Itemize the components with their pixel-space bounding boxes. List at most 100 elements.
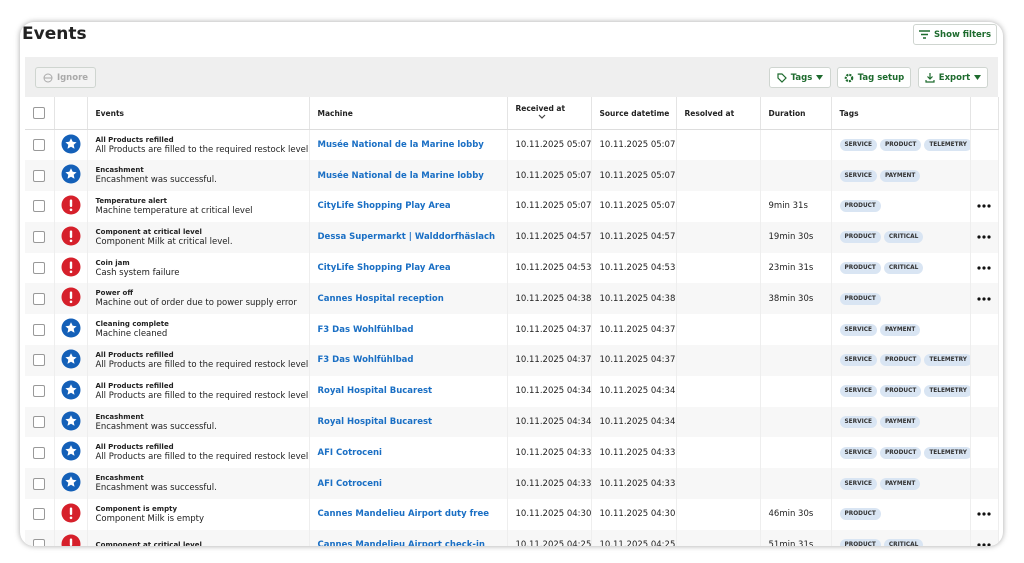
show-filters-label: Show filters bbox=[933, 29, 992, 40]
dot bbox=[976, 235, 981, 239]
event-title: Cleaning complete bbox=[95, 320, 169, 329]
event-row[interactable]: Encashment Encashment was successful. Roya… bbox=[25, 406, 999, 438]
column-header[interactable]: Source datetime bbox=[591, 97, 677, 130]
row-checkbox[interactable] bbox=[33, 477, 45, 490]
header-row: Events Machine Received at Source datetime R… bbox=[25, 97, 999, 130]
tag-setup-button[interactable]: Tag setup bbox=[837, 67, 911, 88]
cell bbox=[676, 191, 761, 222]
cell: SERVICE PRODUCT TELEMETRY bbox=[831, 129, 971, 161]
machine-link[interactable]: F3 Das Wohlfühlbad bbox=[317, 324, 414, 335]
event-row[interactable]: Component is empty Component Milk is empt… bbox=[25, 499, 999, 530]
cell: 10.11.2025 04:30 bbox=[591, 499, 677, 530]
machine-link[interactable]: Musée National de la Marine lobby bbox=[317, 140, 484, 151]
cell bbox=[54, 375, 88, 407]
machine-link[interactable]: CityLife Shopping Play Area bbox=[317, 263, 451, 274]
event-row[interactable]: Power off Machine out of order due to pow… bbox=[25, 283, 999, 315]
event-description: All Products are filled to the required … bbox=[95, 359, 309, 370]
export-button[interactable]: Export bbox=[918, 67, 988, 88]
source-datetime: 10.11.2025 04:34 bbox=[599, 417, 676, 428]
machine-link[interactable]: F3 Das Wohlfühlbad bbox=[317, 355, 414, 366]
cell bbox=[54, 406, 88, 438]
table-body: All Products refilled All Products are fi… bbox=[25, 129, 999, 546]
column-header[interactable]: Tags bbox=[831, 97, 971, 130]
event-row[interactable]: Cleaning complete Machine cleaned F3 Das W… bbox=[25, 314, 999, 346]
cell bbox=[25, 191, 55, 222]
more-actions[interactable] bbox=[976, 204, 991, 209]
event-description: Encashment was successful. bbox=[95, 421, 217, 432]
event-row[interactable]: All Products refilled All Products are fi… bbox=[25, 129, 999, 161]
column-header[interactable]: Resolved at bbox=[676, 97, 761, 130]
event-description: Machine cleaned bbox=[95, 329, 168, 340]
received-at: 10.11.2025 04:25 bbox=[515, 540, 591, 546]
dropdown-caret bbox=[816, 75, 824, 80]
event-row[interactable]: All Products refilled All Products are fi… bbox=[25, 375, 999, 407]
cell bbox=[54, 499, 88, 530]
event-row[interactable]: Component at critical level Cannes Mandel… bbox=[25, 529, 999, 546]
row-checkbox[interactable] bbox=[33, 262, 45, 275]
machine-link[interactable]: Royal Hospital Bucarest bbox=[317, 386, 433, 397]
tags-button[interactable]: Tags bbox=[769, 67, 831, 88]
machine-link[interactable]: Dessa Supermarkt | Walddorfhäslach bbox=[317, 232, 496, 243]
row-checkbox[interactable] bbox=[33, 292, 45, 305]
ignore-button[interactable]: Ignore bbox=[35, 67, 96, 88]
column-header[interactable]: Events bbox=[87, 97, 310, 130]
event-description: Machine out of order due to power supply… bbox=[95, 298, 297, 309]
row-checkbox[interactable] bbox=[33, 446, 45, 459]
cell bbox=[970, 437, 999, 469]
machine-link[interactable]: CityLife Shopping Play Area bbox=[317, 201, 451, 212]
ignore-label: Ignore bbox=[56, 72, 89, 83]
dot bbox=[981, 512, 986, 517]
received-at: 10.11.2025 04:33 bbox=[515, 447, 591, 458]
row-checkbox[interactable] bbox=[33, 508, 45, 521]
row-checkbox[interactable] bbox=[33, 539, 45, 546]
event-row[interactable]: Encashment Encashment was successful. AFI … bbox=[25, 468, 999, 500]
received-at: 10.11.2025 04:30 bbox=[515, 509, 591, 520]
cell bbox=[760, 314, 832, 346]
column-header[interactable]: Received at bbox=[507, 97, 592, 130]
machine-link[interactable]: Royal Hospital Bucarest bbox=[317, 417, 433, 428]
event-row[interactable]: Encashment Encashment was successful. Musé… bbox=[25, 160, 999, 192]
row-checkbox[interactable] bbox=[33, 200, 45, 213]
more-actions[interactable] bbox=[976, 297, 991, 301]
tag-chip: PRODUCT bbox=[839, 200, 881, 213]
row-checkbox[interactable] bbox=[33, 139, 45, 152]
dot bbox=[976, 266, 981, 270]
column-header[interactable]: Duration bbox=[760, 97, 832, 130]
row-checkbox[interactable] bbox=[33, 385, 45, 398]
event-row[interactable]: Temperature alert Machine temperature at … bbox=[25, 191, 999, 222]
more-actions[interactable] bbox=[976, 235, 991, 239]
row-checkbox[interactable] bbox=[33, 416, 45, 429]
more-actions[interactable] bbox=[976, 543, 991, 546]
cell bbox=[760, 345, 832, 376]
icon-glyph bbox=[69, 239, 72, 242]
source-datetime: 10.11.2025 05:07 bbox=[599, 140, 676, 151]
machine-link[interactable]: Cannes Mandelieu Airport check-in bbox=[317, 540, 485, 546]
event-row[interactable]: All Products refilled All Products are fi… bbox=[25, 437, 999, 469]
dot bbox=[981, 543, 986, 546]
column-header[interactable]: Machine bbox=[309, 97, 508, 130]
cell bbox=[970, 345, 999, 376]
tag-chip: SERVICE bbox=[839, 477, 877, 490]
more-actions[interactable] bbox=[976, 512, 991, 517]
machine-link[interactable]: Cannes Mandelieu Airport duty free bbox=[317, 509, 490, 520]
cell: SERVICE PAYMENT bbox=[831, 160, 971, 192]
event-row[interactable]: All Products refilled All Products are fi… bbox=[25, 345, 999, 376]
row-checkbox[interactable] bbox=[33, 323, 45, 336]
machine-link[interactable]: AFI Cotroceni bbox=[317, 478, 382, 489]
more-actions[interactable] bbox=[976, 266, 991, 270]
show-filters-button[interactable]: Show filters bbox=[913, 24, 997, 45]
row-checkbox[interactable] bbox=[33, 354, 45, 367]
tag-chip: TELEMETRY bbox=[924, 385, 969, 398]
machine-link[interactable]: Cannes Hospital reception bbox=[317, 293, 444, 304]
cell: 38min 30s bbox=[760, 283, 832, 315]
column-label: Resolved at bbox=[684, 108, 735, 118]
events-panel: Ignore Tags Tag setup Export Events Machi… bbox=[25, 57, 999, 546]
event-row[interactable]: Component at critical level Component Mil… bbox=[25, 221, 999, 253]
row-checkbox[interactable] bbox=[33, 169, 45, 182]
select-all-checkbox[interactable] bbox=[33, 107, 45, 119]
machine-link[interactable]: Musée National de la Marine lobby bbox=[317, 170, 484, 181]
machine-link[interactable]: AFI Cotroceni bbox=[317, 447, 382, 458]
row-checkbox[interactable] bbox=[33, 231, 45, 244]
event-row[interactable]: Coin jam Cash system failure CityLife Shop… bbox=[25, 252, 999, 284]
tag-chip: SERVICE bbox=[839, 139, 877, 152]
